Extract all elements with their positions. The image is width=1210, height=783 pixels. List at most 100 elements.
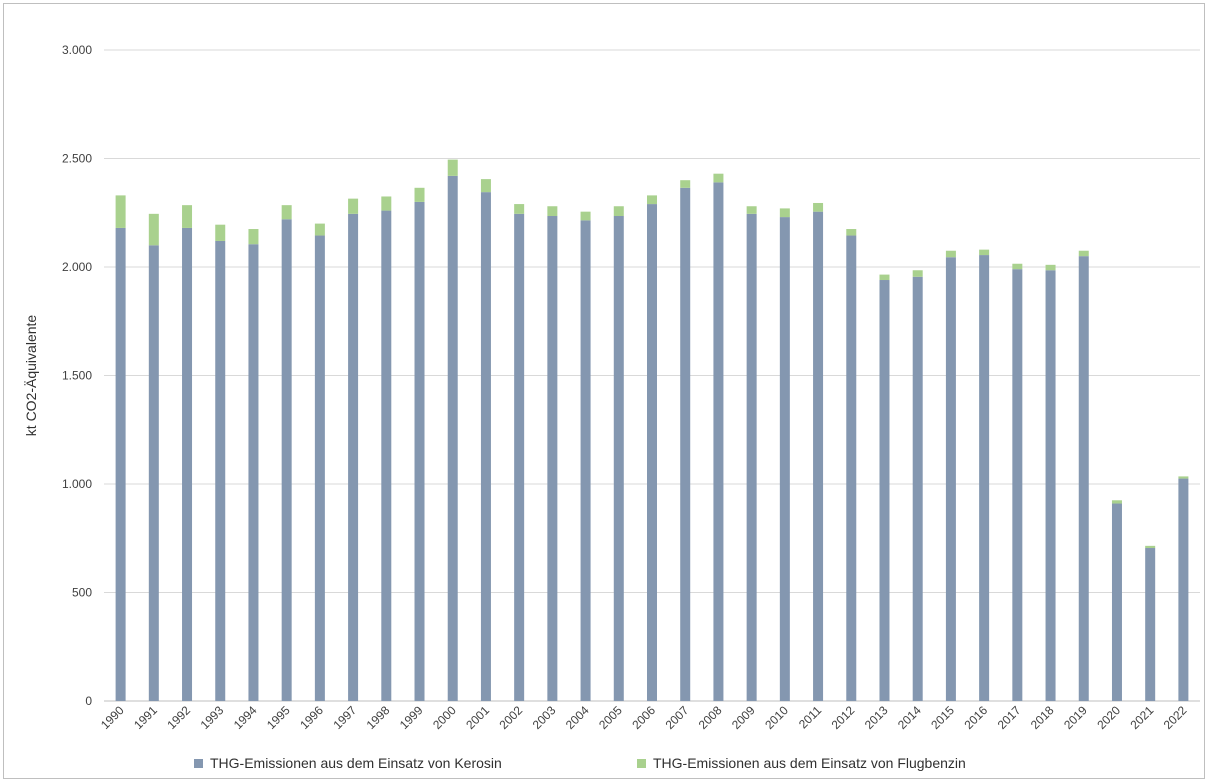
bar-flugbenzin xyxy=(1078,250,1089,257)
bar-flugbenzin xyxy=(1145,545,1156,549)
chart-frame: 0 500 1.000 1.500 2.000 2.500 3.000 1990 1991 19… xyxy=(3,3,1205,779)
x-tick-label: 2020 xyxy=(1094,703,1123,732)
y-axis-label: kt CO2-Äquivalente xyxy=(23,315,39,437)
bar-kerosin xyxy=(314,235,325,701)
x-tick-label: 2003 xyxy=(530,703,559,732)
x-tick-label: 1990 xyxy=(98,703,127,732)
bar-kerosin xyxy=(480,192,491,701)
bar-kerosin xyxy=(514,213,525,701)
bar-flugbenzin xyxy=(480,179,491,193)
bar-kerosin xyxy=(1178,478,1189,701)
bar-kerosin xyxy=(580,220,591,701)
y-tick-label: 2.000 xyxy=(62,260,92,274)
x-tick-label: 1994 xyxy=(231,703,260,732)
bar-kerosin xyxy=(647,204,657,701)
bar-flugbenzin xyxy=(713,173,724,183)
bar-kerosin xyxy=(813,211,824,702)
bar-flugbenzin xyxy=(979,249,990,256)
x-tick-label: 2005 xyxy=(596,703,625,732)
y-tick-label: 0 xyxy=(85,694,92,708)
x-tick-label: 2012 xyxy=(829,703,858,732)
x-tick-label: 2019 xyxy=(1061,703,1090,732)
x-tick-label: 2008 xyxy=(696,703,725,732)
legend-swatch xyxy=(194,759,203,768)
bar-flugbenzin xyxy=(414,187,425,202)
legend-label: THG-Emissionen aus dem Einsatz von Keros… xyxy=(210,755,502,771)
y-tick-label: 1.000 xyxy=(62,477,92,491)
x-tick-label: 2006 xyxy=(629,703,658,732)
bar-kerosin xyxy=(547,216,558,701)
bar-flugbenzin xyxy=(381,196,392,211)
bar-flugbenzin xyxy=(547,206,558,217)
bar-kerosin xyxy=(680,187,691,702)
x-tick-label: 1996 xyxy=(297,703,326,732)
bar-flugbenzin xyxy=(248,229,259,245)
x-tick-label: 2004 xyxy=(563,703,592,732)
x-tick-label: 2010 xyxy=(762,703,791,732)
x-axis: 1990 1991 1992 1993 1994 1995 1996 1997 1998 1999… xyxy=(98,703,1190,732)
bar-flugbenzin xyxy=(580,211,591,221)
bar-flugbenzin xyxy=(613,206,624,217)
bar-kerosin xyxy=(348,213,359,701)
bar-flugbenzin xyxy=(182,205,193,228)
bar-flugbenzin xyxy=(746,206,757,214)
bar-kerosin xyxy=(1045,270,1056,701)
y-tick-label: 3.000 xyxy=(62,43,92,57)
x-tick-label: 2009 xyxy=(729,703,758,732)
bar-flugbenzin xyxy=(647,195,657,205)
bar-flugbenzin xyxy=(1178,476,1189,479)
bar-flugbenzin xyxy=(912,270,923,277)
x-tick-label: 1999 xyxy=(397,703,426,732)
bar-kerosin xyxy=(1012,269,1023,701)
x-tick-label: 1991 xyxy=(131,703,160,732)
bar-flugbenzin xyxy=(680,180,691,188)
bar-kerosin xyxy=(945,257,956,701)
bar-flugbenzin xyxy=(514,204,525,214)
bar-flugbenzin xyxy=(945,250,956,258)
bar-kerosin xyxy=(1078,256,1089,701)
bar-flugbenzin xyxy=(447,159,458,176)
x-tick-label: 2015 xyxy=(928,703,957,732)
bar-flugbenzin xyxy=(1012,263,1023,270)
bar-kerosin xyxy=(447,175,458,702)
bar-kerosin xyxy=(912,276,923,701)
bar-kerosin xyxy=(1111,503,1122,701)
x-tick-label: 1997 xyxy=(330,703,359,732)
bar-flugbenzin xyxy=(1045,264,1056,271)
x-tick-label: 2018 xyxy=(1028,703,1057,732)
bar-kerosin xyxy=(182,227,193,701)
bar-kerosin xyxy=(746,213,757,701)
bar-flugbenzin xyxy=(215,224,226,241)
x-tick-label: 2002 xyxy=(496,703,525,732)
x-tick-label: 2021 xyxy=(1128,703,1157,732)
bar-kerosin xyxy=(115,227,126,701)
bar-flugbenzin xyxy=(846,229,857,236)
bar-kerosin xyxy=(281,219,292,701)
x-tick-label: 2014 xyxy=(895,703,924,732)
bar-kerosin xyxy=(979,255,990,701)
legend-swatch xyxy=(637,759,646,768)
bar-flugbenzin xyxy=(348,198,359,214)
y-axis: 0 500 1.000 1.500 2.000 2.500 3.000 xyxy=(62,43,92,708)
bar-flugbenzin xyxy=(314,223,325,236)
bar-flugbenzin xyxy=(115,195,126,228)
bar-kerosin xyxy=(879,280,890,701)
x-tick-label: 2000 xyxy=(430,703,459,732)
x-tick-label: 2011 xyxy=(796,703,824,731)
bar-flugbenzin xyxy=(281,205,292,220)
bar-kerosin xyxy=(381,210,392,701)
x-tick-label: 2017 xyxy=(995,703,1024,732)
bar-flugbenzin xyxy=(879,274,890,281)
legend: THG-Emissionen aus dem Einsatz von Keros… xyxy=(194,755,966,771)
bar-flugbenzin xyxy=(813,202,824,212)
bar-kerosin xyxy=(148,245,159,702)
x-tick-label: 1995 xyxy=(264,703,293,732)
bars xyxy=(115,159,1189,702)
legend-label: THG-Emissionen aus dem Einsatz von Flugb… xyxy=(653,755,966,771)
x-tick-label: 1992 xyxy=(164,703,193,732)
x-tick-label: 2007 xyxy=(663,703,692,732)
y-tick-label: 2.500 xyxy=(62,152,92,166)
bar-kerosin xyxy=(414,201,425,701)
bar-kerosin xyxy=(846,235,857,701)
